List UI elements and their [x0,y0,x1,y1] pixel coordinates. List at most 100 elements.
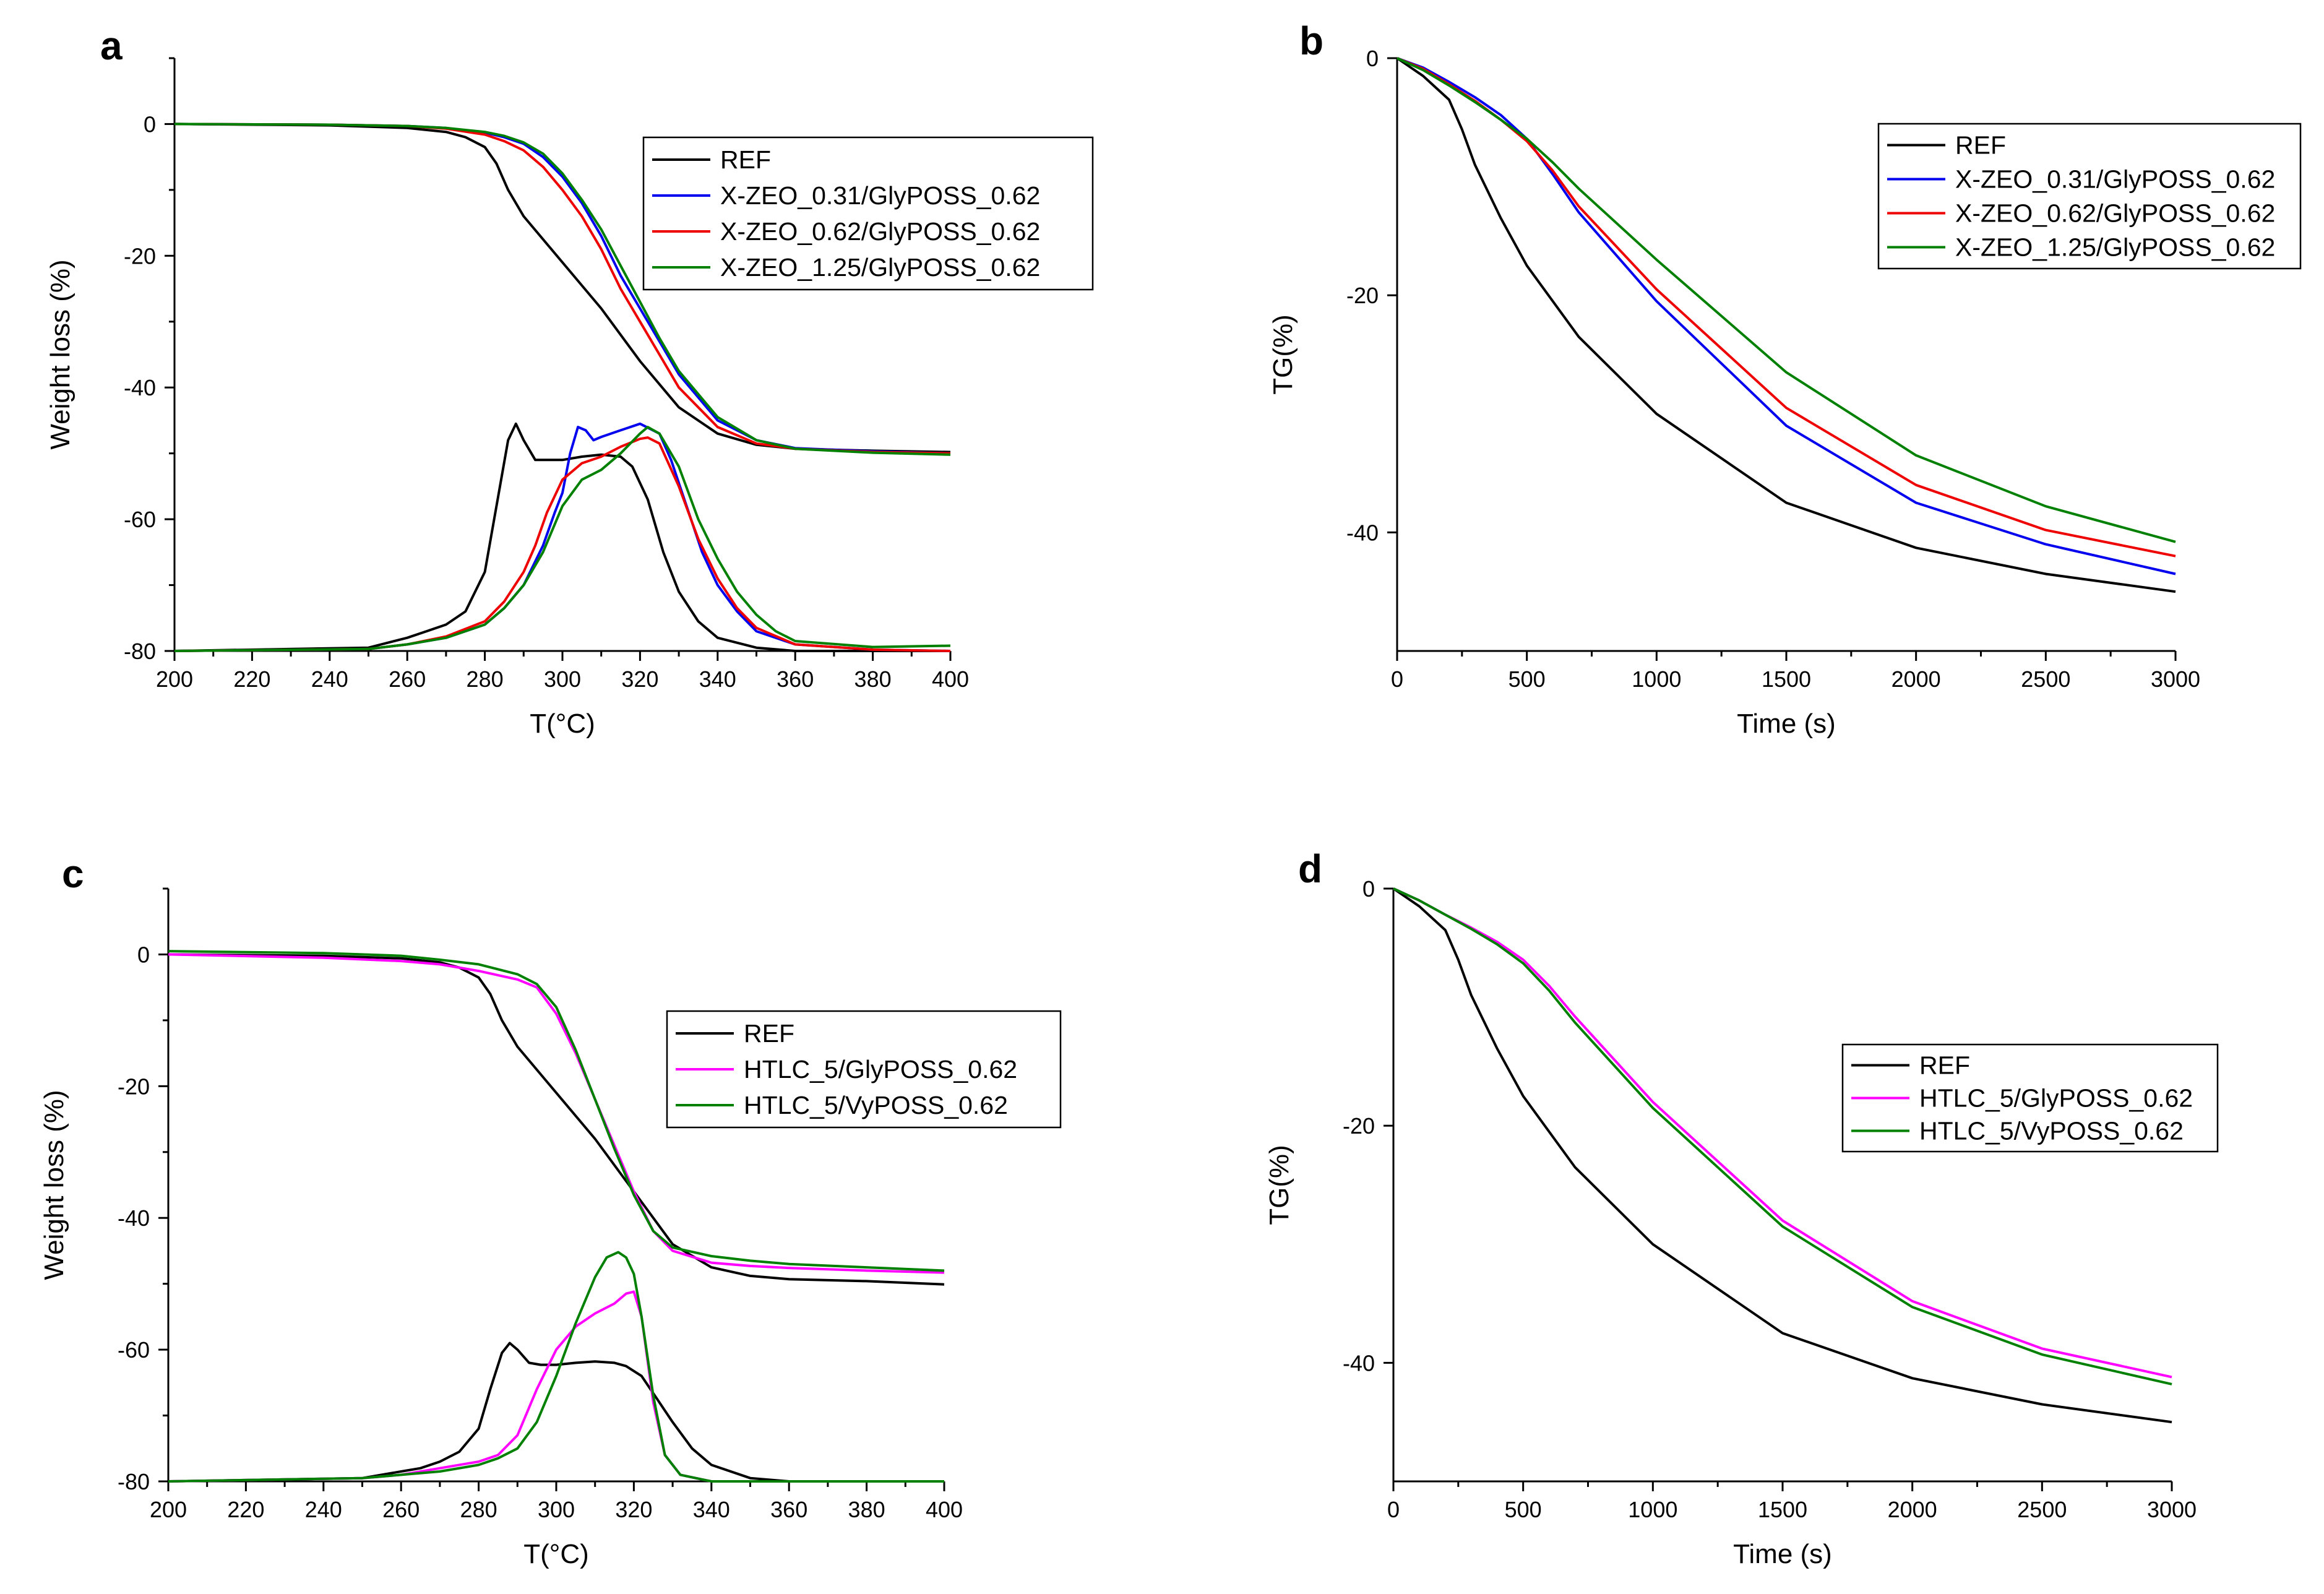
x-tick-label: 400 [932,666,969,692]
panel-letter: c [62,851,84,896]
legend-label: HTLC_5/VyPOSS_0.62 [744,1091,1008,1119]
legend-box [1877,123,2302,270]
y-axis-label: Weight loss (%) [45,259,75,449]
x-tick-label: 380 [854,666,892,692]
series-line-x-zeo-0-31-glyposs-0-62 [1397,57,2176,575]
panel-letter: b [1299,19,1323,63]
y-tick-label: 0 [137,942,150,967]
x-tick-label: 220 [233,666,270,692]
series-line-ref [1392,887,2172,1424]
y-tick-label: 0 [144,111,156,137]
x-axis-label: T(°C) [523,1539,589,1569]
legend-label: HTLC_5/VyPOSS_0.62 [1919,1117,2184,1145]
x-tick-label: 1500 [1762,666,1811,692]
series-line-x-zeo-1-25-glyposs-0-62 [174,123,951,456]
x-tick-label: 240 [305,1497,342,1522]
x-axis-label: Time (s) [1733,1539,1832,1569]
series-line-x-zeo-1-25-glyposs-0-62 [1397,57,2176,543]
x-tick-label: 400 [926,1497,963,1522]
x-tick-label: 340 [699,666,736,692]
panel-c: c 200 220 240 260 280 300 320 340 360 380 400 -80 -60… [39,851,1062,1569]
legend-label: X-ZEO_1.25/GlyPOSS_0.62 [720,253,1040,282]
y-tick-label: -40 [1343,1350,1375,1376]
x-tick-label: 1000 [1632,666,1681,692]
panel-b: b 0 500 1000 1500 2000 2500 3000 -40 -20 0 Time (s)… [1268,19,2302,739]
x-tick-label: 2500 [2017,1497,2067,1522]
x-tick-label: 0 [1387,1497,1400,1522]
series-line-htlc-5-vyposs-0-62 [168,950,945,1272]
x-tick-label: 220 [227,1497,264,1522]
x-tick-label: 280 [460,1497,497,1522]
y-tick-label: -60 [124,507,156,532]
legend-label: X-ZEO_0.62/GlyPOSS_0.62 [1955,199,2275,228]
x-tick-label: 2000 [1888,1497,1937,1522]
y-tick-label: -80 [124,639,156,664]
y-tick-label: 0 [1366,46,1379,71]
y-tick-label: -20 [1343,1113,1375,1139]
y-axis-label: TG(%) [1268,314,1298,395]
legend-label: X-ZEO_0.62/GlyPOSS_0.62 [720,217,1040,246]
x-tick-label: 1500 [1758,1497,1807,1522]
y-tick-label: -80 [118,1469,150,1494]
panel-letter: a [100,24,123,68]
x-tick-label: 1000 [1628,1497,1677,1522]
legend-label: HTLC_5/GlyPOSS_0.62 [744,1055,1017,1083]
x-tick-label: 260 [389,666,426,692]
x-tick-label: 300 [538,1497,575,1522]
series-line-ref-dtg [174,422,950,652]
x-tick-label: 2000 [1891,666,1941,692]
series-line-htlc-5-vyposs-0-62 [1393,887,2172,1385]
x-tick-label: 360 [770,1497,807,1522]
x-tick-label: 360 [777,666,814,692]
y-tick-label: -40 [124,375,156,400]
y-axis-label: TG(%) [1264,1145,1294,1225]
y-tick-label: -40 [1346,520,1379,545]
y-tick-label: 0 [1362,876,1375,902]
legend-label: X-ZEO_0.31/GlyPOSS_0.62 [720,181,1040,210]
x-tick-label: 280 [467,666,504,692]
x-tick-label: 340 [693,1497,730,1522]
x-axis-label: T(°C) [530,709,595,739]
x-tick-label: 260 [382,1497,420,1522]
y-tick-label: -20 [1346,283,1379,308]
series-line-ref [1396,57,2176,593]
x-tick-label: 0 [1391,666,1403,692]
y-tick-label: -40 [118,1205,150,1231]
series-line-x-zeo-1-25-dtg [174,426,951,652]
x-tick-label: 200 [156,666,193,692]
y-tick-label: -60 [118,1337,150,1363]
legend-label: REF [1955,131,2006,160]
legend-box [642,136,1094,291]
series-line-htlc-5-glyposs-0-62-dtg [168,1290,944,1483]
legend-label: REF [1919,1051,1970,1080]
x-tick-label: 200 [150,1497,187,1522]
x-tick-label: 380 [848,1497,885,1522]
legend-label: REF [744,1019,794,1048]
series-line-x-zeo-0-31-dtg [174,422,951,652]
y-axis-label: Weight loss (%) [39,1090,69,1280]
legend-label: X-ZEO_0.31/GlyPOSS_0.62 [1955,165,2275,194]
x-tick-label: 500 [1508,666,1546,692]
y-tick-label: -20 [118,1074,150,1099]
x-tick-label: 3000 [2151,666,2200,692]
legend-label: X-ZEO_1.25/GlyPOSS_0.62 [1955,233,2275,262]
x-tick-label: 300 [544,666,581,692]
x-tick-label: 500 [1505,1497,1542,1522]
series-line-htlc-5-vyposs-0-62-dtg [168,1251,944,1483]
x-tick-label: 240 [311,666,348,692]
panel-letter: d [1298,847,1322,891]
x-tick-label: 3000 [2147,1497,2197,1522]
series-line-x-zeo-0-62-dtg [174,436,951,652]
legend-label: HTLC_5/GlyPOSS_0.62 [1919,1084,2193,1113]
panel-a: a 200 220 240 260 280 300 320 340 360 380 400 -80 -60… [45,24,1094,739]
legend-label: REF [720,145,771,174]
series-line-ref-dtg [168,1342,944,1483]
panel-d: d 0 500 1000 1500 2000 2500 3000 -40 -20 0 Time (s)… [1264,847,2219,1569]
y-tick-label: -20 [124,243,156,269]
series-line-ref [168,953,945,1286]
x-tick-label: 320 [615,1497,652,1522]
x-tick-label: 2500 [2021,666,2070,692]
x-axis-label: Time (s) [1737,709,1836,739]
x-tick-label: 320 [621,666,658,692]
